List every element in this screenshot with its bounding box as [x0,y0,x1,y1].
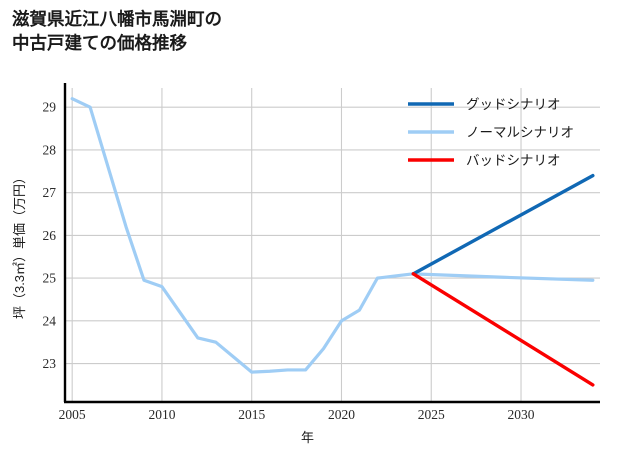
legend-label: ノーマルシナリオ [466,125,574,140]
gridlines-group [65,88,600,402]
y-tick-label: 23 [43,356,57,371]
series-line-good [411,173,595,276]
y-tick-label: 27 [43,185,57,200]
y-axis-tick-labels: 23 24 25 26 27 28 29 [43,100,57,371]
x-tick-label: 2010 [148,407,175,422]
axis-titles-group: 年 坪（3.3㎡）単価（万円） [12,171,314,445]
legend-label: バッドシナリオ [466,153,561,168]
series-line-bad [411,272,595,387]
data-series-group [70,97,595,387]
y-tick-label: 24 [43,313,57,328]
y-tick-label: 25 [43,271,57,286]
x-axis-title: 年 [301,430,314,445]
x-tick-label: 2005 [59,407,86,422]
x-tick-label: 2015 [238,407,265,422]
series-line-normal [70,97,595,374]
page-title: 滋賀県近江八幡市馬淵町の 中古戸建ての価格推移 [12,9,222,53]
y-tick-label: 26 [43,228,57,243]
axis-lines-group [63,83,600,404]
y-tick-label: 28 [43,142,57,157]
legend-label: グッドシナリオ [466,97,561,112]
y-tick-label: 29 [43,100,57,115]
x-axis-tick-labels: 2005 2010 2015 2020 2025 2030 [59,407,535,422]
y-axis-title: 坪（3.3㎡）単価（万円） [12,171,27,319]
x-tick-label: 2020 [328,407,355,422]
x-tick-label: 2030 [508,407,535,422]
x-tick-label: 2025 [418,407,445,422]
